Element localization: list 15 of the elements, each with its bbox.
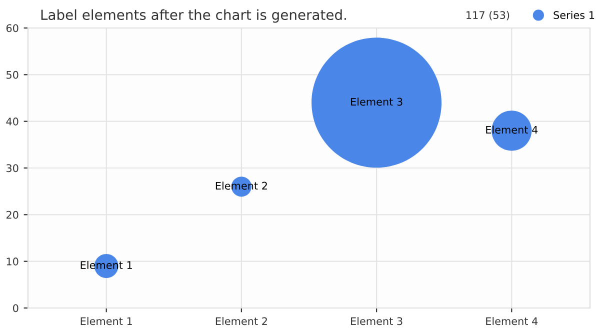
y-tick-label: 50 [6, 70, 18, 79]
y-tick-label: 60 [6, 24, 18, 32]
x-tick-label: Element 4 [486, 317, 538, 326]
legend-label: Series 1 [554, 10, 594, 20]
y-tick-label: 30 [6, 164, 18, 172]
y-tick-label: 20 [6, 210, 18, 219]
text: 117 (53) [466, 10, 510, 20]
y-tick-label: 10 [6, 258, 18, 266]
annotation: Element 3 [351, 98, 402, 106]
x-tick-label: Element 1 [80, 317, 132, 326]
chart-title: Label elements after the chart is generated. [41, 9, 346, 23]
x-tick-label: Element 2 [216, 317, 267, 326]
x-tick-label: Element 3 [351, 317, 402, 326]
y-tick-label: 0 [13, 304, 18, 312]
y-tick-label: 40 [6, 118, 18, 126]
